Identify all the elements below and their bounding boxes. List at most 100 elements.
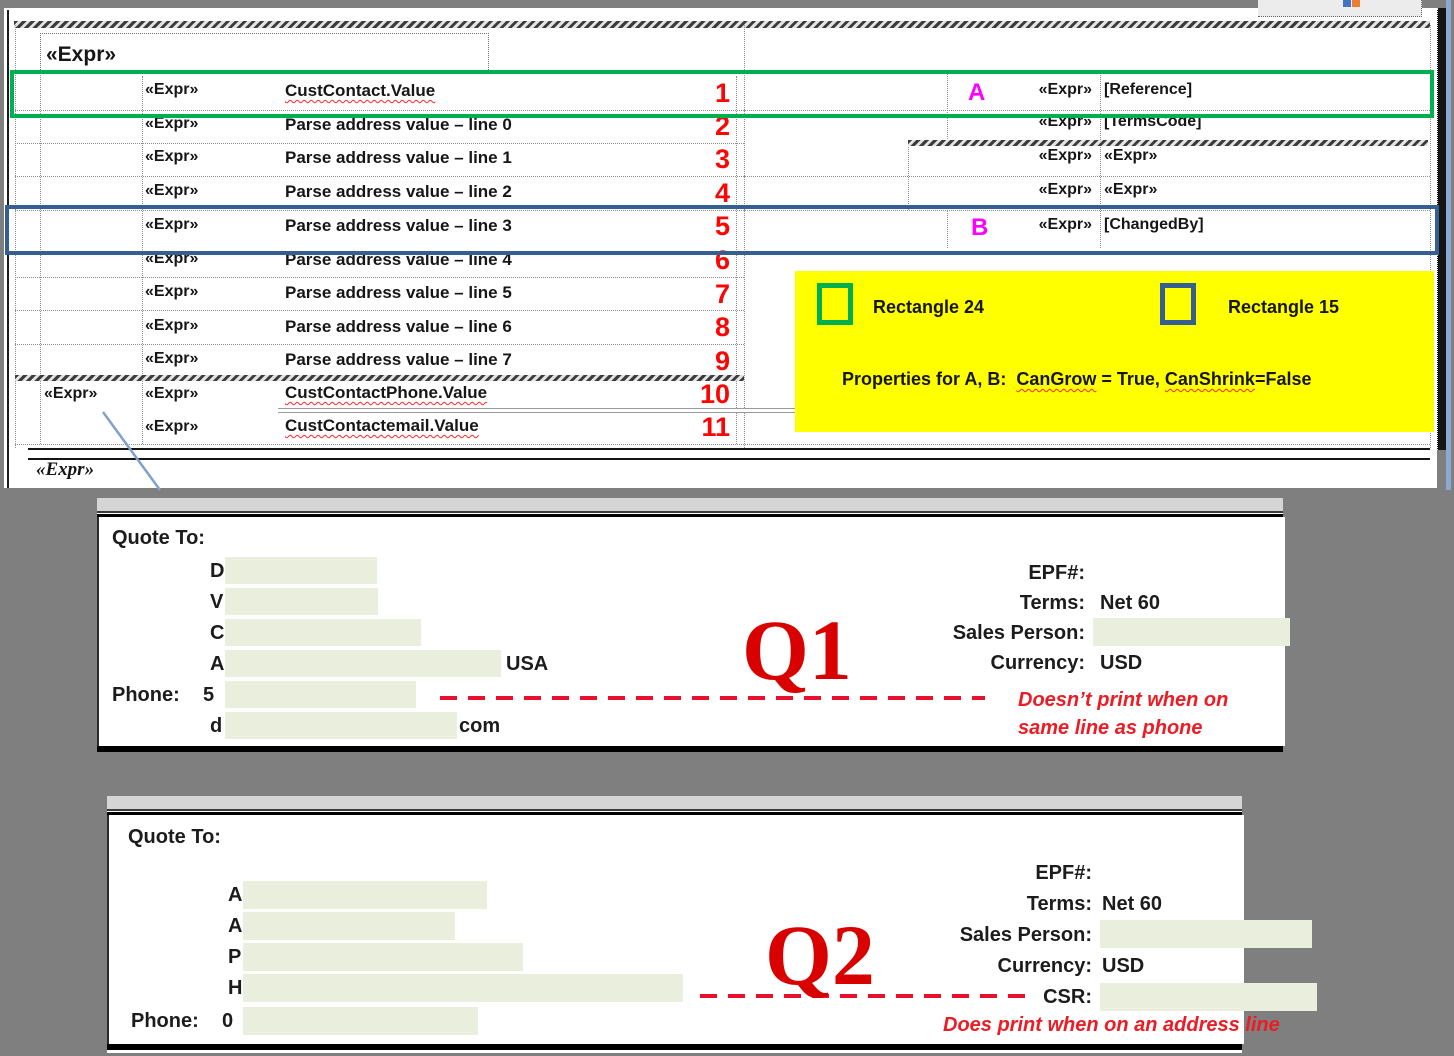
clipped-textbox-fragment — [1258, 0, 1422, 17]
row4-right-expr[interactable]: «Expr» — [1038, 181, 1092, 198]
row3-right-expr[interactable]: «Expr» — [1038, 147, 1092, 164]
row3-desc[interactable]: Parse address value – line 1 — [285, 148, 512, 167]
grid-line — [744, 210, 1430, 211]
q1-field-label: Terms: — [1019, 592, 1085, 614]
grid-line — [744, 25, 745, 448]
legend-properties: Properties for A, B: CanGrow = True, Can… — [812, 348, 1311, 411]
q2-redaction — [243, 974, 683, 1002]
q2-redaction — [1100, 983, 1317, 1011]
grid-line — [15, 110, 744, 111]
q2-field-label: EPF#: — [1035, 862, 1092, 884]
q1-redaction — [225, 619, 421, 646]
q1-email-suffix: com — [459, 715, 501, 737]
row8-desc[interactable]: Parse address value – line 6 — [285, 317, 512, 336]
row3-expr[interactable]: «Expr» — [145, 148, 199, 165]
row10-left-expr[interactable]: «Expr» — [44, 385, 98, 402]
row10-number: 10 — [699, 379, 730, 409]
row8-number: 8 — [714, 312, 730, 342]
grid-line — [40, 70, 41, 444]
q2-phone-digit: 0 — [222, 1010, 234, 1032]
q1-phone-digit: 5 — [203, 684, 215, 706]
row4-desc[interactable]: Parse address value – line 2 — [285, 182, 512, 201]
row2-number: 2 — [714, 111, 730, 141]
grid-line — [15, 310, 744, 311]
row1-expr[interactable]: «Expr» — [145, 81, 199, 98]
q1-email-letter: d — [210, 715, 223, 737]
legend-box — [795, 271, 1434, 432]
q1-top-strip — [97, 498, 1283, 511]
q1-field-label: Sales Person: — [952, 622, 1085, 644]
grid-line — [947, 72, 948, 143]
legend-green-swatch — [817, 283, 853, 325]
row5-desc[interactable]: Parse address value – line 3 — [285, 216, 512, 235]
row5-expr[interactable]: «Expr» — [145, 216, 199, 233]
legend-cangrow: CanGrow — [1016, 369, 1097, 389]
footer-expr[interactable]: «Expr» — [36, 459, 95, 480]
designer-scroll-edge[interactable] — [1446, 0, 1451, 490]
designer-section: «Expr» «Expr» CustContact.Value 1 A — [0, 0, 1454, 491]
q1-line1-letter: D — [210, 560, 225, 582]
row3-number: 3 — [714, 144, 730, 174]
row11-expr[interactable]: «Expr» — [145, 418, 199, 435]
row7-desc[interactable]: Parse address value – line 5 — [285, 283, 512, 302]
grid-line — [947, 210, 948, 248]
row9-expr[interactable]: «Expr» — [145, 350, 199, 367]
row4-number: 4 — [714, 178, 730, 208]
q2-bottom-sliver — [107, 1050, 1242, 1053]
q2-field-value: USD — [1102, 955, 1145, 977]
q1-tag: Q1 — [742, 602, 852, 698]
q2-dashed-line — [700, 994, 1030, 998]
grid-line — [744, 176, 1430, 177]
row1-marker-a: A — [968, 79, 986, 106]
q1-field-value: USD — [1100, 652, 1143, 674]
grid-line — [142, 76, 143, 444]
tablix-outer-border — [14, 21, 1430, 28]
row9-desc[interactable]: Parse address value – line 7 — [285, 350, 512, 369]
q1-field-label: EPF#: — [1028, 562, 1085, 584]
row5-right-expr[interactable]: «Expr» — [1038, 216, 1092, 233]
row2-desc[interactable]: Parse address value – line 0 — [285, 115, 512, 134]
q1-line2-letter: V — [210, 591, 224, 613]
q1-redaction — [225, 712, 457, 739]
row7-expr[interactable]: «Expr» — [145, 283, 199, 300]
legend-blue-swatch — [1160, 283, 1196, 325]
q2-header-rule — [107, 809, 1242, 815]
grid-line — [15, 344, 744, 345]
grid-line — [15, 143, 744, 144]
legend-green-label: Rectangle 24 — [873, 297, 985, 317]
grid-line — [15, 210, 744, 211]
grid-line — [736, 76, 737, 444]
grid-line — [15, 444, 1430, 445]
row4-expr[interactable]: «Expr» — [145, 182, 199, 199]
q1-line3-letter: C — [210, 622, 225, 644]
q2-line3-letter: P — [228, 946, 242, 968]
row1-right-value[interactable]: [Reference] — [1104, 81, 1193, 98]
row4-right-value[interactable]: «Expr» — [1104, 181, 1158, 198]
tablix-header-expr[interactable]: «Expr» — [46, 43, 117, 66]
row5-marker-b: B — [971, 214, 989, 241]
grid-line — [1430, 25, 1431, 448]
row3-right-value[interactable]: «Expr» — [1104, 147, 1158, 164]
q2-field-label: Currency: — [997, 955, 1092, 977]
row2-expr[interactable]: «Expr» — [145, 115, 199, 132]
grid-line — [15, 25, 16, 448]
q2-redaction — [1100, 920, 1312, 948]
q2-field-value: Net 60 — [1102, 893, 1163, 915]
q2-quote-to: Quote To: — [128, 826, 221, 848]
green-rectangle-24 — [10, 70, 1434, 118]
q1-country: USA — [506, 653, 549, 675]
row1-number: 1 — [714, 78, 730, 108]
row11-number: 11 — [701, 412, 730, 442]
q2-field-label: Terms: — [1026, 893, 1092, 915]
row5-right-value[interactable]: [ChangedBy] — [1104, 216, 1204, 233]
quote-panel-q2: Quote To: A A P H Phone: 0 EPF#: Terms: … — [0, 790, 1454, 1056]
row8-expr[interactable]: «Expr» — [145, 317, 199, 334]
quote-panel-q1: Quote To: D V C A USA Phone: 5 d com EPF… — [0, 490, 1454, 760]
row9-number: 9 — [714, 346, 730, 376]
row1-field[interactable]: CustContact.Value — [285, 81, 436, 100]
row10-field[interactable]: CustContactPhone.Value — [285, 383, 488, 402]
row1-right-expr[interactable]: «Expr» — [1038, 81, 1092, 98]
row10-expr[interactable]: «Expr» — [145, 385, 199, 402]
row11-field[interactable]: CustContactemail.Value — [285, 416, 479, 435]
